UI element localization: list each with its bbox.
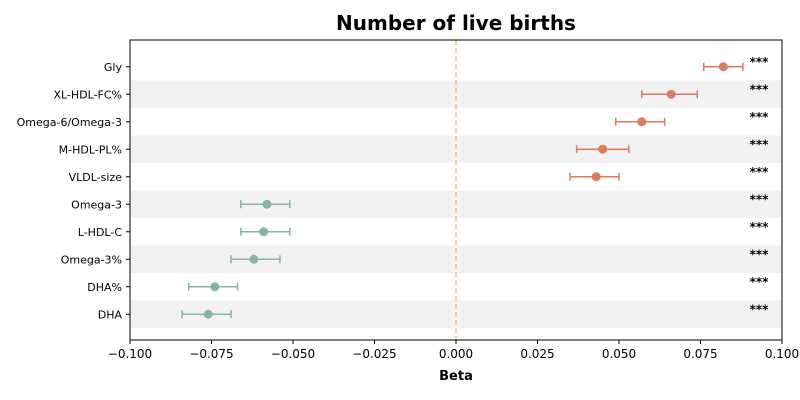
y-tick-label: Omega-3% [61, 253, 122, 266]
x-tick-label: 0.025 [520, 347, 554, 361]
x-tick-label: 0.075 [683, 347, 717, 361]
y-tick-label: L-HDL-C [78, 226, 123, 239]
x-tick-label: −0.100 [108, 347, 152, 361]
significance-label: *** [750, 275, 770, 289]
estimate-row [614, 117, 666, 127]
significance-label: *** [750, 220, 770, 234]
point-estimate [637, 117, 647, 127]
point-estimate [718, 62, 728, 72]
y-tick-label: DHA [98, 308, 123, 321]
x-ticks: −0.100 −0.075 −0.050 −0.025 0.000 0.025 0.050 0… [108, 340, 799, 361]
y-tick-label: DHA% [87, 281, 122, 294]
y-tick-label: XL-HDL-FC% [53, 88, 122, 101]
significance-labels: *** *** *** *** *** *** *** *** *** *** [750, 55, 770, 317]
y-tick-label: VLDL-size [69, 171, 123, 184]
point-estimate [203, 309, 213, 319]
x-tick-label: 0.000 [439, 347, 473, 361]
y-tick-label: Omega-3 [71, 198, 122, 211]
significance-label: *** [750, 55, 770, 69]
point-estimate [259, 227, 269, 237]
y-tick-label: M-HDL-PL% [59, 143, 122, 156]
y-tick-label: Omega-6/Omega-3 [17, 116, 122, 129]
x-tick-label: 0.050 [602, 347, 636, 361]
x-tick-label: −0.075 [189, 347, 233, 361]
x-tick-label: −0.050 [271, 347, 315, 361]
significance-label: *** [750, 165, 770, 179]
estimate-row [569, 172, 620, 182]
significance-label: *** [750, 192, 770, 206]
y-tick-labels: Gly XL-HDL-FC% Omega-6/Omega-3 M-HDL-PL% VLD… [17, 61, 130, 321]
significance-label: *** [750, 82, 770, 96]
estimate-row [240, 199, 291, 209]
data-marks [181, 62, 744, 319]
point-estimate [210, 282, 220, 292]
chart-title: Number of live births [336, 11, 576, 35]
x-axis-label: Beta [439, 369, 473, 384]
estimate-row [187, 282, 239, 292]
estimate-row [703, 62, 744, 72]
significance-label: *** [750, 247, 770, 261]
point-estimate [666, 89, 676, 99]
point-estimate [591, 172, 601, 182]
estimate-row [181, 309, 232, 319]
y-tick-label: Gly [104, 61, 123, 74]
point-estimate [262, 199, 272, 209]
estimate-row [575, 144, 630, 154]
point-estimate [598, 144, 608, 154]
estimate-row [641, 89, 698, 99]
significance-label: *** [750, 302, 770, 316]
significance-label: *** [750, 137, 770, 151]
significance-label: *** [750, 110, 770, 124]
estimate-row [240, 227, 291, 237]
estimate-row [230, 254, 281, 264]
x-tick-label: 0.100 [765, 347, 799, 361]
x-tick-label: −0.025 [352, 347, 396, 361]
point-estimate [249, 254, 259, 264]
